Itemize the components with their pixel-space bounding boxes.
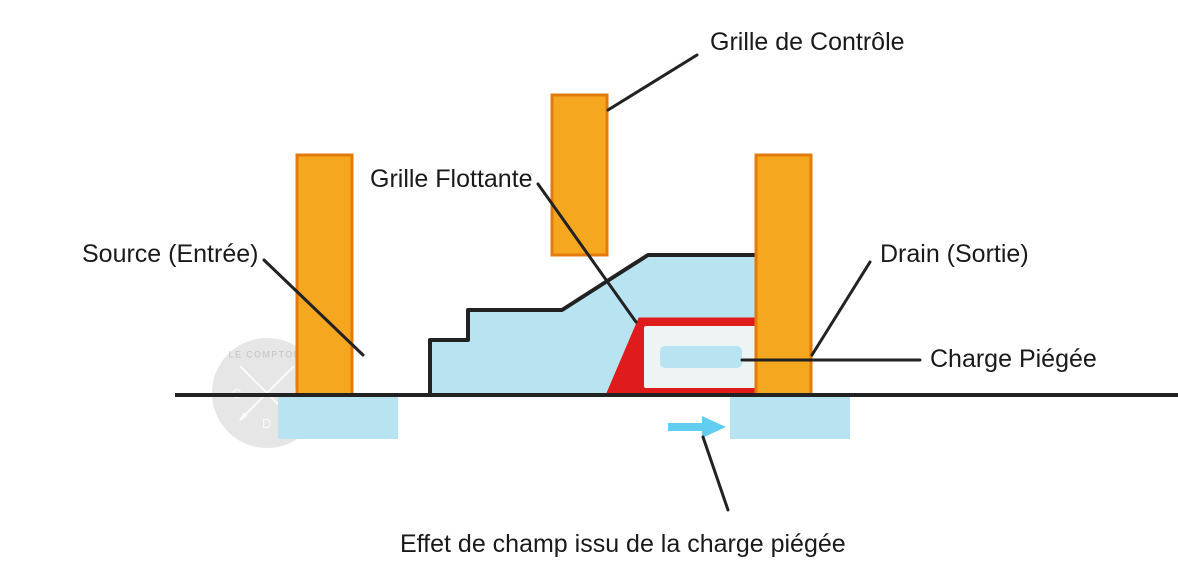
label-floating-gate: Grille Flottante: [370, 165, 533, 194]
label-drain: Drain (Sortie): [880, 240, 1029, 269]
label-trapped-charge: Charge Piégée: [930, 345, 1097, 374]
pillar-gate: [552, 95, 607, 255]
lead-gate: [608, 55, 697, 110]
lead-field: [703, 437, 728, 510]
substrate-source: [278, 397, 398, 439]
label-gate: Grille de Contrôle: [710, 28, 905, 57]
pillar-source: [297, 155, 352, 395]
label-source: Source (Entrée): [82, 240, 258, 269]
label-field-effect: Effet de champ issu de la charge piégée: [400, 530, 846, 559]
trapped-charge-bar: [660, 346, 742, 368]
lead-drain: [812, 262, 870, 355]
diagram-stage: LE COMPTOIR C H D: [0, 0, 1178, 576]
field-arrow-icon: [668, 416, 726, 438]
substrate-drain: [730, 397, 850, 439]
diagram-svg: [0, 0, 1178, 576]
